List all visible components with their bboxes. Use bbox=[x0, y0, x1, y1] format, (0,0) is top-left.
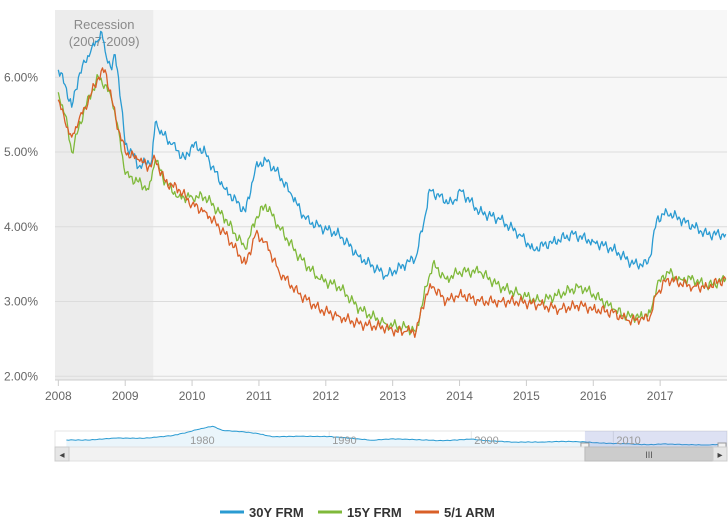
legend-item-3[interactable]: 5/1 ARM bbox=[415, 505, 495, 520]
series-lines bbox=[57, 30, 727, 338]
recession-band: Recession (2007-2009) bbox=[55, 10, 154, 380]
navigator-tick-labels: 1980 1990 2000 2010 bbox=[190, 435, 641, 447]
navigator-selected-range[interactable] bbox=[584, 431, 727, 447]
scrollbar[interactable]: III ◂ ▸ bbox=[54, 446, 728, 462]
y-tick-label: 6.00% bbox=[4, 70, 38, 84]
legend-item-1[interactable]: 30Y FRM bbox=[220, 505, 304, 520]
navigator-tick-label: 1980 bbox=[190, 435, 214, 447]
gridlines bbox=[55, 76, 727, 377]
legend-label: 5/1 ARM bbox=[444, 505, 495, 520]
scrollbar-grip: III bbox=[645, 450, 653, 460]
series-line-1 bbox=[57, 30, 727, 280]
x-tick-label: 2012 bbox=[312, 389, 339, 403]
x-tick-label: 2017 bbox=[647, 389, 674, 403]
recession-label: Recession bbox=[74, 17, 135, 32]
x-tick-label: 2009 bbox=[112, 389, 139, 403]
scroll-left-button[interactable] bbox=[54, 446, 70, 462]
y-tick-label: 3.00% bbox=[4, 295, 38, 309]
legend[interactable]: 30Y FRM 15Y FRM 5/1 ARM bbox=[220, 505, 495, 520]
navigator-line bbox=[66, 425, 720, 446]
x-tick-label: 2011 bbox=[246, 389, 272, 403]
navigator-tick-label: 2010 bbox=[616, 435, 640, 447]
scroll-right-button[interactable] bbox=[712, 446, 728, 462]
y-tick-label: 5.00% bbox=[4, 145, 38, 159]
plot-background bbox=[55, 10, 727, 380]
series-line-3 bbox=[57, 67, 727, 338]
navigator-tick-label: 1990 bbox=[332, 435, 356, 447]
legend-label: 15Y FRM bbox=[347, 505, 402, 520]
x-tick-label: 2016 bbox=[580, 389, 607, 403]
y-tick-label: 4.00% bbox=[4, 220, 38, 234]
x-tick-label: 2013 bbox=[379, 389, 406, 403]
navigator-tick-label: 2000 bbox=[474, 435, 498, 447]
legend-label: 30Y FRM bbox=[249, 505, 304, 520]
x-tick-label: 2008 bbox=[45, 389, 72, 403]
y-axis-tick-labels: 2.00% 3.00% 4.00% 5.00% 6.00% bbox=[4, 70, 38, 383]
x-tick-label: 2014 bbox=[446, 389, 473, 403]
x-axis-tick-labels: 2008 2009 2010 2011 2012 2013 2014 2015 2016 2017 bbox=[45, 389, 674, 403]
x-tick-marks bbox=[55, 379, 727, 386]
x-tick-label: 2015 bbox=[513, 389, 540, 403]
recession-band-area bbox=[55, 10, 154, 380]
x-tick-label: 2010 bbox=[179, 389, 206, 403]
scroll-left-arrow-icon: ◂ bbox=[59, 450, 64, 461]
y-tick-label: 2.00% bbox=[4, 369, 38, 383]
legend-item-2[interactable]: 15Y FRM bbox=[318, 505, 402, 520]
scroll-right-arrow-icon: ▸ bbox=[717, 450, 722, 461]
